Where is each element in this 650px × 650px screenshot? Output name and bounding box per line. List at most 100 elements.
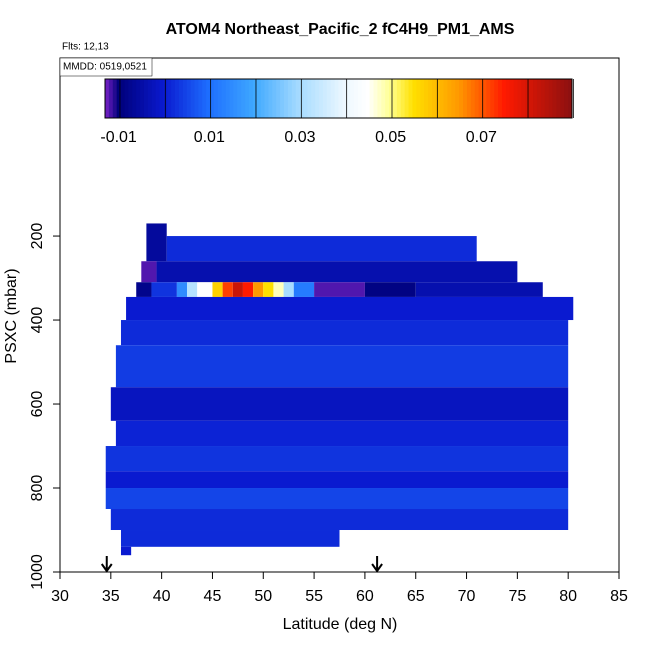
heat-cell: [197, 282, 213, 297]
colorbar-swatch: [459, 79, 464, 118]
heat-cell: [151, 282, 177, 297]
colorbar-swatch: [451, 79, 456, 118]
colorbar-swatch: [326, 79, 332, 118]
colorbar-swatch: [284, 79, 289, 118]
heat-cell: [105, 471, 569, 489]
colorbar-swatch: [435, 79, 441, 118]
colorbar-swatch: [513, 79, 519, 118]
x-tick-label: 35: [102, 588, 120, 605]
colorbar-swatch: [120, 79, 125, 118]
colorbar-swatch: [470, 79, 476, 118]
heat-cell: [222, 282, 233, 297]
colorbar-swatch: [206, 79, 211, 118]
x-tick-label: 75: [508, 588, 526, 605]
colorbar-swatch: [272, 79, 277, 118]
colorbar-swatch: [210, 79, 215, 118]
colorbar-swatch: [416, 79, 421, 118]
colorbar-swatch: [494, 79, 499, 118]
colorbar-swatch: [229, 79, 234, 118]
colorbar-swatch: [443, 79, 448, 118]
colorbar-swatch: [268, 79, 273, 118]
colorbar-swatch: [517, 79, 522, 118]
colorbar-tick-label: 0.01: [194, 129, 225, 146]
colorbar-swatch: [334, 79, 339, 118]
x-tick-label: 40: [153, 588, 171, 605]
colorbar-swatch: [260, 79, 266, 118]
colorbar-swatch: [424, 79, 429, 118]
colorbar-swatch: [412, 79, 417, 118]
colorbar-swatch: [338, 79, 343, 118]
colorbar-swatch: [564, 79, 569, 118]
x-tick-label: 30: [51, 588, 69, 605]
colorbar-swatch: [186, 79, 192, 118]
colorbar-swatch: [408, 79, 413, 118]
colorbar-swatch: [377, 79, 382, 118]
heat-cell: [415, 282, 543, 297]
heat-cell: [141, 261, 157, 283]
colorbar-swatch: [190, 79, 196, 118]
colorbar-swatch: [315, 79, 320, 118]
colorbar-tick-label: -0.01: [100, 129, 137, 146]
colorbar-swatch: [536, 79, 542, 118]
colorbar-swatch: [521, 79, 526, 118]
heat-cell: [364, 282, 416, 297]
colorbar-swatch: [291, 79, 297, 118]
colorbar-swatch: [319, 79, 324, 118]
heat-cell: [166, 236, 477, 262]
colorbar-swatch: [264, 79, 269, 118]
colorbar-swatch: [221, 79, 227, 118]
colorbar-swatch: [486, 79, 491, 118]
colorbar-swatch: [311, 79, 316, 118]
colorbar-swatch: [455, 79, 460, 118]
heat-cell: [120, 546, 132, 556]
colorbar-swatch: [552, 79, 557, 118]
colorbar-swatch: [525, 79, 530, 118]
colorbar-swatch: [439, 79, 445, 118]
colorbar-swatch: [155, 79, 160, 118]
heat-cell: [176, 282, 188, 297]
plot-frame: [59, 57, 620, 573]
colorbar-swatch: [529, 79, 534, 118]
colorbar-swatch: [478, 79, 483, 118]
x-tick-label: 50: [254, 588, 272, 605]
colorbar-swatch: [501, 79, 507, 118]
colorbar-swatch: [346, 79, 351, 118]
heat-cell: [273, 282, 284, 297]
heat-cell: [110, 387, 569, 421]
heat-cell: [105, 488, 569, 510]
colorbar-swatch: [245, 79, 250, 118]
colorbar-swatch: [140, 79, 145, 118]
colorbar-swatch: [233, 79, 238, 118]
colorbar-swatch: [151, 79, 157, 118]
colorbar-swatch: [112, 79, 118, 118]
y-tick-label: 600: [29, 391, 46, 418]
heat-cell: [110, 509, 569, 531]
heat-cell: [253, 282, 264, 297]
y-tick-label: 1000: [29, 554, 46, 590]
colorbar-swatch: [132, 79, 137, 118]
heat-cell: [136, 282, 152, 297]
colorbar-swatch: [544, 79, 550, 118]
colorbar-swatch: [540, 79, 546, 118]
colorbar-swatch: [143, 79, 149, 118]
colorbar-swatch: [178, 79, 184, 118]
colorbar-swatch: [128, 79, 133, 118]
heat-cell: [156, 261, 518, 283]
colorbar-swatch: [350, 79, 355, 118]
colorbar-swatch: [307, 79, 312, 118]
colorbar-swatch: [396, 79, 402, 118]
colorbar-swatch: [533, 79, 538, 118]
colorbar-swatch: [248, 79, 254, 118]
colorbar-tick-label: 0.05: [375, 129, 406, 146]
colorbar-swatch: [252, 79, 258, 118]
x-tick-label: 60: [356, 588, 374, 605]
colorbar-swatch: [280, 79, 285, 118]
heat-cell: [212, 282, 223, 297]
heat-cell: [283, 282, 294, 297]
heat-cell: [314, 282, 365, 297]
colorbar-swatch: [361, 79, 367, 118]
colorbar-swatch: [202, 79, 207, 118]
heat-cell: [126, 296, 574, 321]
colorbar-swatch: [171, 79, 176, 118]
